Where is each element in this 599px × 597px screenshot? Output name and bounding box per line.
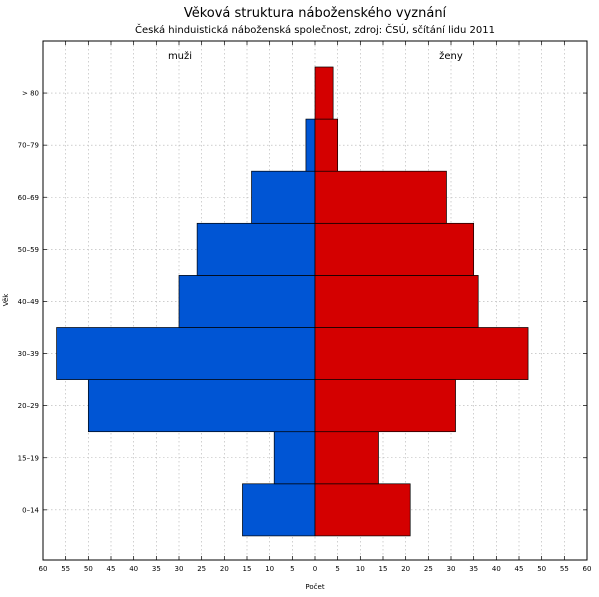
x-tick-label: 15 <box>379 565 388 573</box>
x-tick-label: 30 <box>447 565 456 573</box>
x-tick-label: 50 <box>537 565 546 573</box>
bar-women-0 <box>314 483 411 537</box>
x-tick-label: 45 <box>515 565 524 573</box>
bar-women-5 <box>314 222 475 276</box>
x-tick-label: 60 <box>39 565 48 573</box>
bar-men-2 <box>87 379 316 433</box>
tick-marks <box>42 41 588 560</box>
bar-men-6 <box>251 170 316 224</box>
x-tick-label: 10 <box>356 565 365 573</box>
bar-men-0 <box>242 483 316 537</box>
x-tick-label: 20 <box>220 565 229 573</box>
x-tick-label: 25 <box>424 565 433 573</box>
x-tick-label: 35 <box>469 565 478 573</box>
x-axis-label: Počet <box>305 583 324 591</box>
y-axis-label: Věk <box>2 293 10 307</box>
y-tick-label: 60–69 <box>18 194 39 202</box>
bar-women-8 <box>314 66 334 120</box>
y-tick-label: 0–14 <box>22 506 39 514</box>
x-tick-label: 5 <box>335 565 339 573</box>
bar-men-3 <box>56 327 316 380</box>
chart-subtitle: Česká hinduistická náboženská společnost… <box>135 23 495 36</box>
x-tick-label: 45 <box>107 565 116 573</box>
x-tick-label: 55 <box>61 565 70 573</box>
chart-title: Věková struktura náboženského vyznání <box>184 6 447 21</box>
x-tick-label: 15 <box>243 565 252 573</box>
legend-label-men: muži <box>168 50 192 62</box>
bar-men-1 <box>273 431 316 485</box>
x-tick-label: 20 <box>401 565 410 573</box>
bar-women-1 <box>314 431 379 485</box>
bar-men-7 <box>305 118 316 172</box>
y-tick-label: 30–39 <box>18 350 39 358</box>
bars <box>56 66 529 537</box>
x-tick-label: 60 <box>583 565 592 573</box>
x-tick-label: 10 <box>265 565 274 573</box>
y-tick-label: 15–19 <box>18 454 39 462</box>
bar-women-3 <box>314 327 529 380</box>
bar-men-5 <box>196 222 316 276</box>
bar-men-4 <box>178 275 316 328</box>
x-tick-label: 30 <box>175 565 184 573</box>
y-tick-labels: 0–14 15–19 20–29 30–39 40–49 50–59 60–69 70–79 >… <box>18 90 40 515</box>
y-tick-label: 50–59 <box>18 246 39 254</box>
x-tick-label: 50 <box>84 565 93 573</box>
x-tick-label: 5 <box>290 565 294 573</box>
bar-women-2 <box>314 379 456 433</box>
y-tick-label: 20–29 <box>18 402 39 410</box>
y-tick-label: 40–49 <box>18 298 39 306</box>
x-tick-label: 40 <box>492 565 501 573</box>
x-tick-label: 35 <box>152 565 161 573</box>
x-tick-label: 25 <box>197 565 206 573</box>
y-tick-label: 70–79 <box>18 142 39 150</box>
x-tick-label: 55 <box>560 565 569 573</box>
legend-label-women: ženy <box>439 50 463 62</box>
y-tick-label: > 80 <box>22 90 39 98</box>
x-tick-label: 40 <box>129 565 138 573</box>
x-tick-labels: 60 55 50 45 40 35 30 25 20 15 10 5 0 5 10 15 20 25 30 35 40 4… <box>39 565 592 573</box>
x-tick-label: 0 <box>313 565 317 573</box>
bar-women-6 <box>314 170 447 224</box>
bar-women-7 <box>314 118 339 172</box>
bar-women-4 <box>314 275 479 328</box>
